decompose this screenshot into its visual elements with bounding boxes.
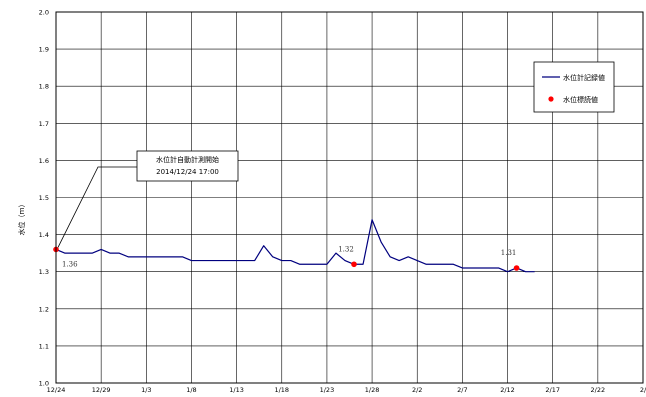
data-label: 1.31 xyxy=(501,249,517,257)
y-axis-label: 水位（ｍ） xyxy=(17,201,26,236)
x-tick-label: 1/13 xyxy=(229,386,244,394)
y-tick-labels: 1.0 1.1 1.2 1.3 1.4 1.5 1.6 1.7 1.8 1.9 2.0 xyxy=(39,9,49,388)
x-tick-label: 1/23 xyxy=(320,386,335,394)
legend-label-recorded: 水位計記録値 xyxy=(563,73,605,82)
y-tick-label: 1.3 xyxy=(39,268,49,276)
legend-label-staff-gauge: 水位標読値 xyxy=(563,95,598,104)
series-layer xyxy=(55,219,535,273)
staff-gauge-point xyxy=(351,261,357,268)
x-tick-label: 1/18 xyxy=(274,386,289,394)
x-tick-label: 12/29 xyxy=(92,386,111,394)
data-label: 1.32 xyxy=(338,245,354,253)
x-tick-label: 1/8 xyxy=(186,386,196,394)
y-tick-label: 2.0 xyxy=(39,9,49,17)
annotation-line-1: 水位計自動計測開始 xyxy=(156,155,219,164)
plot-frame xyxy=(55,11,644,384)
legend-dot-swatch xyxy=(548,96,554,102)
y-tick-label: 1.4 xyxy=(39,231,49,239)
x-tick-labels: 12/24 12/29 1/3 1/8 1/13 1/18 1/23 1/28 2/2 2/7 2/… xyxy=(47,386,646,394)
legend-box xyxy=(533,61,615,113)
legend: 水位計記録値 水位標読値 xyxy=(533,61,615,113)
y-tick-label: 1.8 xyxy=(39,83,49,91)
annotation-line-2: 2014/12/24 17:00 xyxy=(156,168,219,176)
x-tick-label: 2/22 xyxy=(591,386,606,394)
y-tick-label: 1.6 xyxy=(39,157,49,165)
y-tick-label: 1.2 xyxy=(39,305,49,313)
annotation-callout: 水位計自動計測開始 2014/12/24 17:00 xyxy=(57,150,239,248)
x-tick-label: 2/12 xyxy=(500,386,515,394)
x-tick-label: 2/7 xyxy=(457,386,467,394)
annotation-box xyxy=(136,150,239,182)
x-tick-label: 12/24 xyxy=(47,386,66,394)
x-tick-label: 2/17 xyxy=(545,386,560,394)
y-tick-label: 1.5 xyxy=(39,194,49,202)
x-tick-label: 1/3 xyxy=(141,386,151,394)
x-tick-label: 2/2 xyxy=(412,386,422,394)
x-tick-label: 1/28 xyxy=(365,386,380,394)
staff-gauge-point xyxy=(513,265,520,271)
y-tick-label: 1.7 xyxy=(39,120,49,128)
series-line-recorded xyxy=(55,219,535,273)
data-label: 1.36 xyxy=(62,260,78,268)
y-tick-label: 1.0 xyxy=(39,380,49,388)
annotation-leader-line xyxy=(57,166,137,248)
y-tick-label: 1.1 xyxy=(39,342,49,350)
y-tick-label: 1.9 xyxy=(39,46,49,54)
x-tick-label: 2/ xyxy=(640,386,646,394)
